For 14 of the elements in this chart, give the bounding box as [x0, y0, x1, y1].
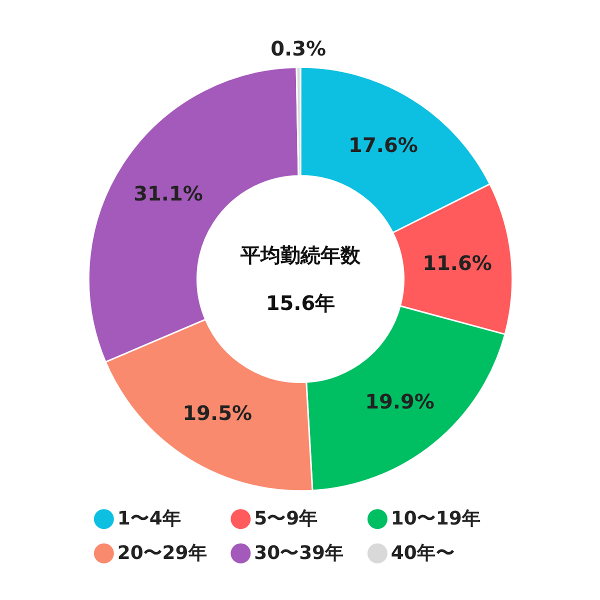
data-label: 17.6% [348, 132, 418, 157]
legend-label: 10〜19年 [390, 508, 481, 530]
data-label: 31.1% [134, 181, 203, 206]
data-label: 11.6% [422, 251, 492, 276]
text: 15.6年 [266, 291, 336, 316]
text: 平均勤続年数 [240, 242, 362, 267]
data-label: 19.9% [365, 389, 434, 414]
data-label: 19.5% [182, 400, 252, 425]
legend-label: 30〜39年 [254, 542, 344, 564]
data-label: 0.3% [270, 36, 326, 60]
legend-label: 1〜4年 [117, 508, 182, 530]
legend-label: 20〜29年 [117, 542, 208, 564]
legend-label: 5〜9年 [254, 508, 318, 530]
legend-label: 40年〜 [390, 542, 455, 564]
